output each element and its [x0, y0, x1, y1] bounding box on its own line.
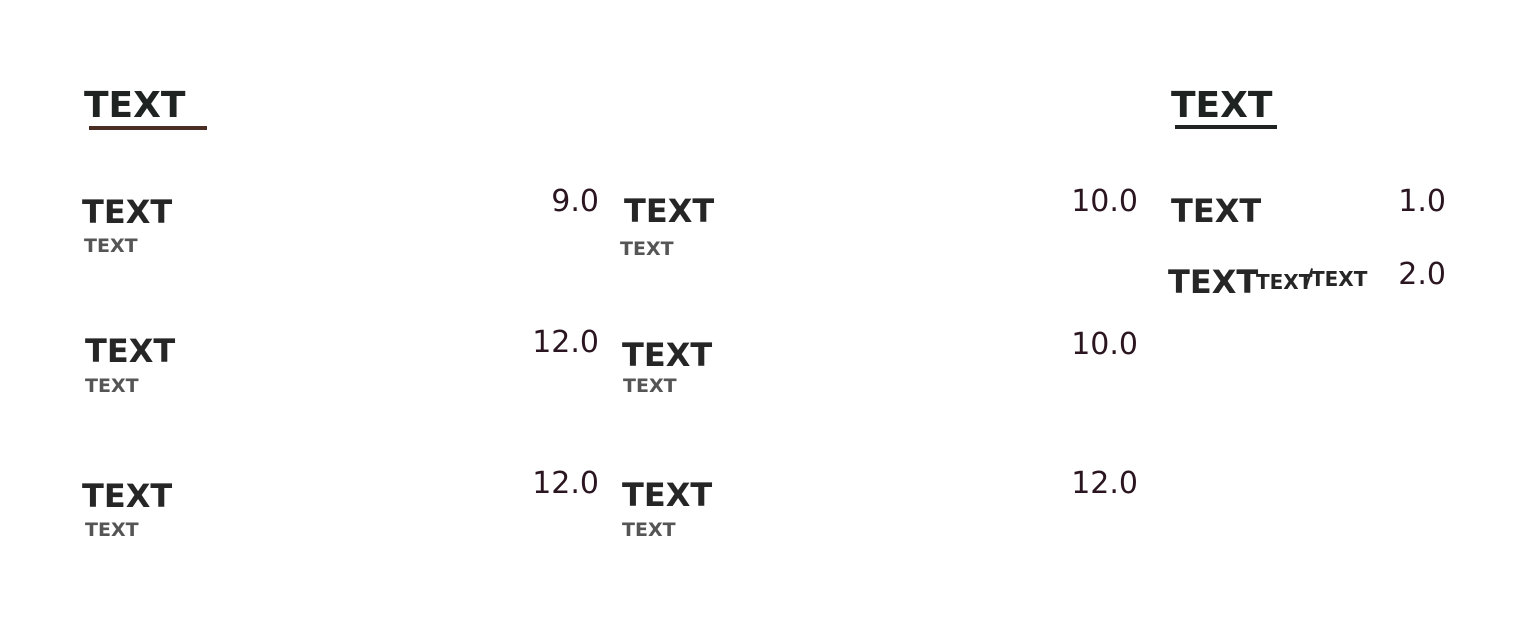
item-name: TEXT	[82, 477, 173, 515]
item-subtitle: TEXT	[84, 235, 138, 257]
item-name: TEXT	[1171, 192, 1262, 230]
item-subtitle: TEXT	[620, 238, 674, 260]
item-name: TEXT	[85, 332, 176, 370]
item-name: TEXT	[1168, 263, 1259, 301]
item-name: TEXT	[622, 336, 713, 374]
item-price: 2.0	[1398, 257, 1446, 292]
right-heading-underline	[1175, 125, 1277, 129]
item-subtitle: TEXT	[85, 375, 139, 397]
item-option-a: TEXT	[1256, 270, 1313, 294]
left-heading-underline	[89, 126, 207, 130]
item-name: TEXT	[624, 192, 715, 230]
item-price: 10.0	[1071, 184, 1138, 219]
item-price: 1.0	[1398, 184, 1446, 219]
item-price: 10.0	[1071, 327, 1138, 362]
item-price: 12.0	[532, 325, 599, 360]
item-price: 12.0	[1071, 466, 1138, 501]
left-section-heading: TEXT	[84, 85, 186, 126]
item-option-b: TEXT	[1311, 267, 1368, 291]
item-price: 12.0	[532, 466, 599, 501]
item-price: 9.0	[551, 184, 599, 219]
item-subtitle: TEXT	[623, 375, 677, 397]
item-subtitle: TEXT	[85, 519, 139, 541]
item-subtitle: TEXT	[622, 519, 676, 541]
right-section-heading: TEXT	[1171, 85, 1273, 126]
item-name: TEXT	[82, 193, 173, 231]
item-name: TEXT	[622, 476, 713, 514]
